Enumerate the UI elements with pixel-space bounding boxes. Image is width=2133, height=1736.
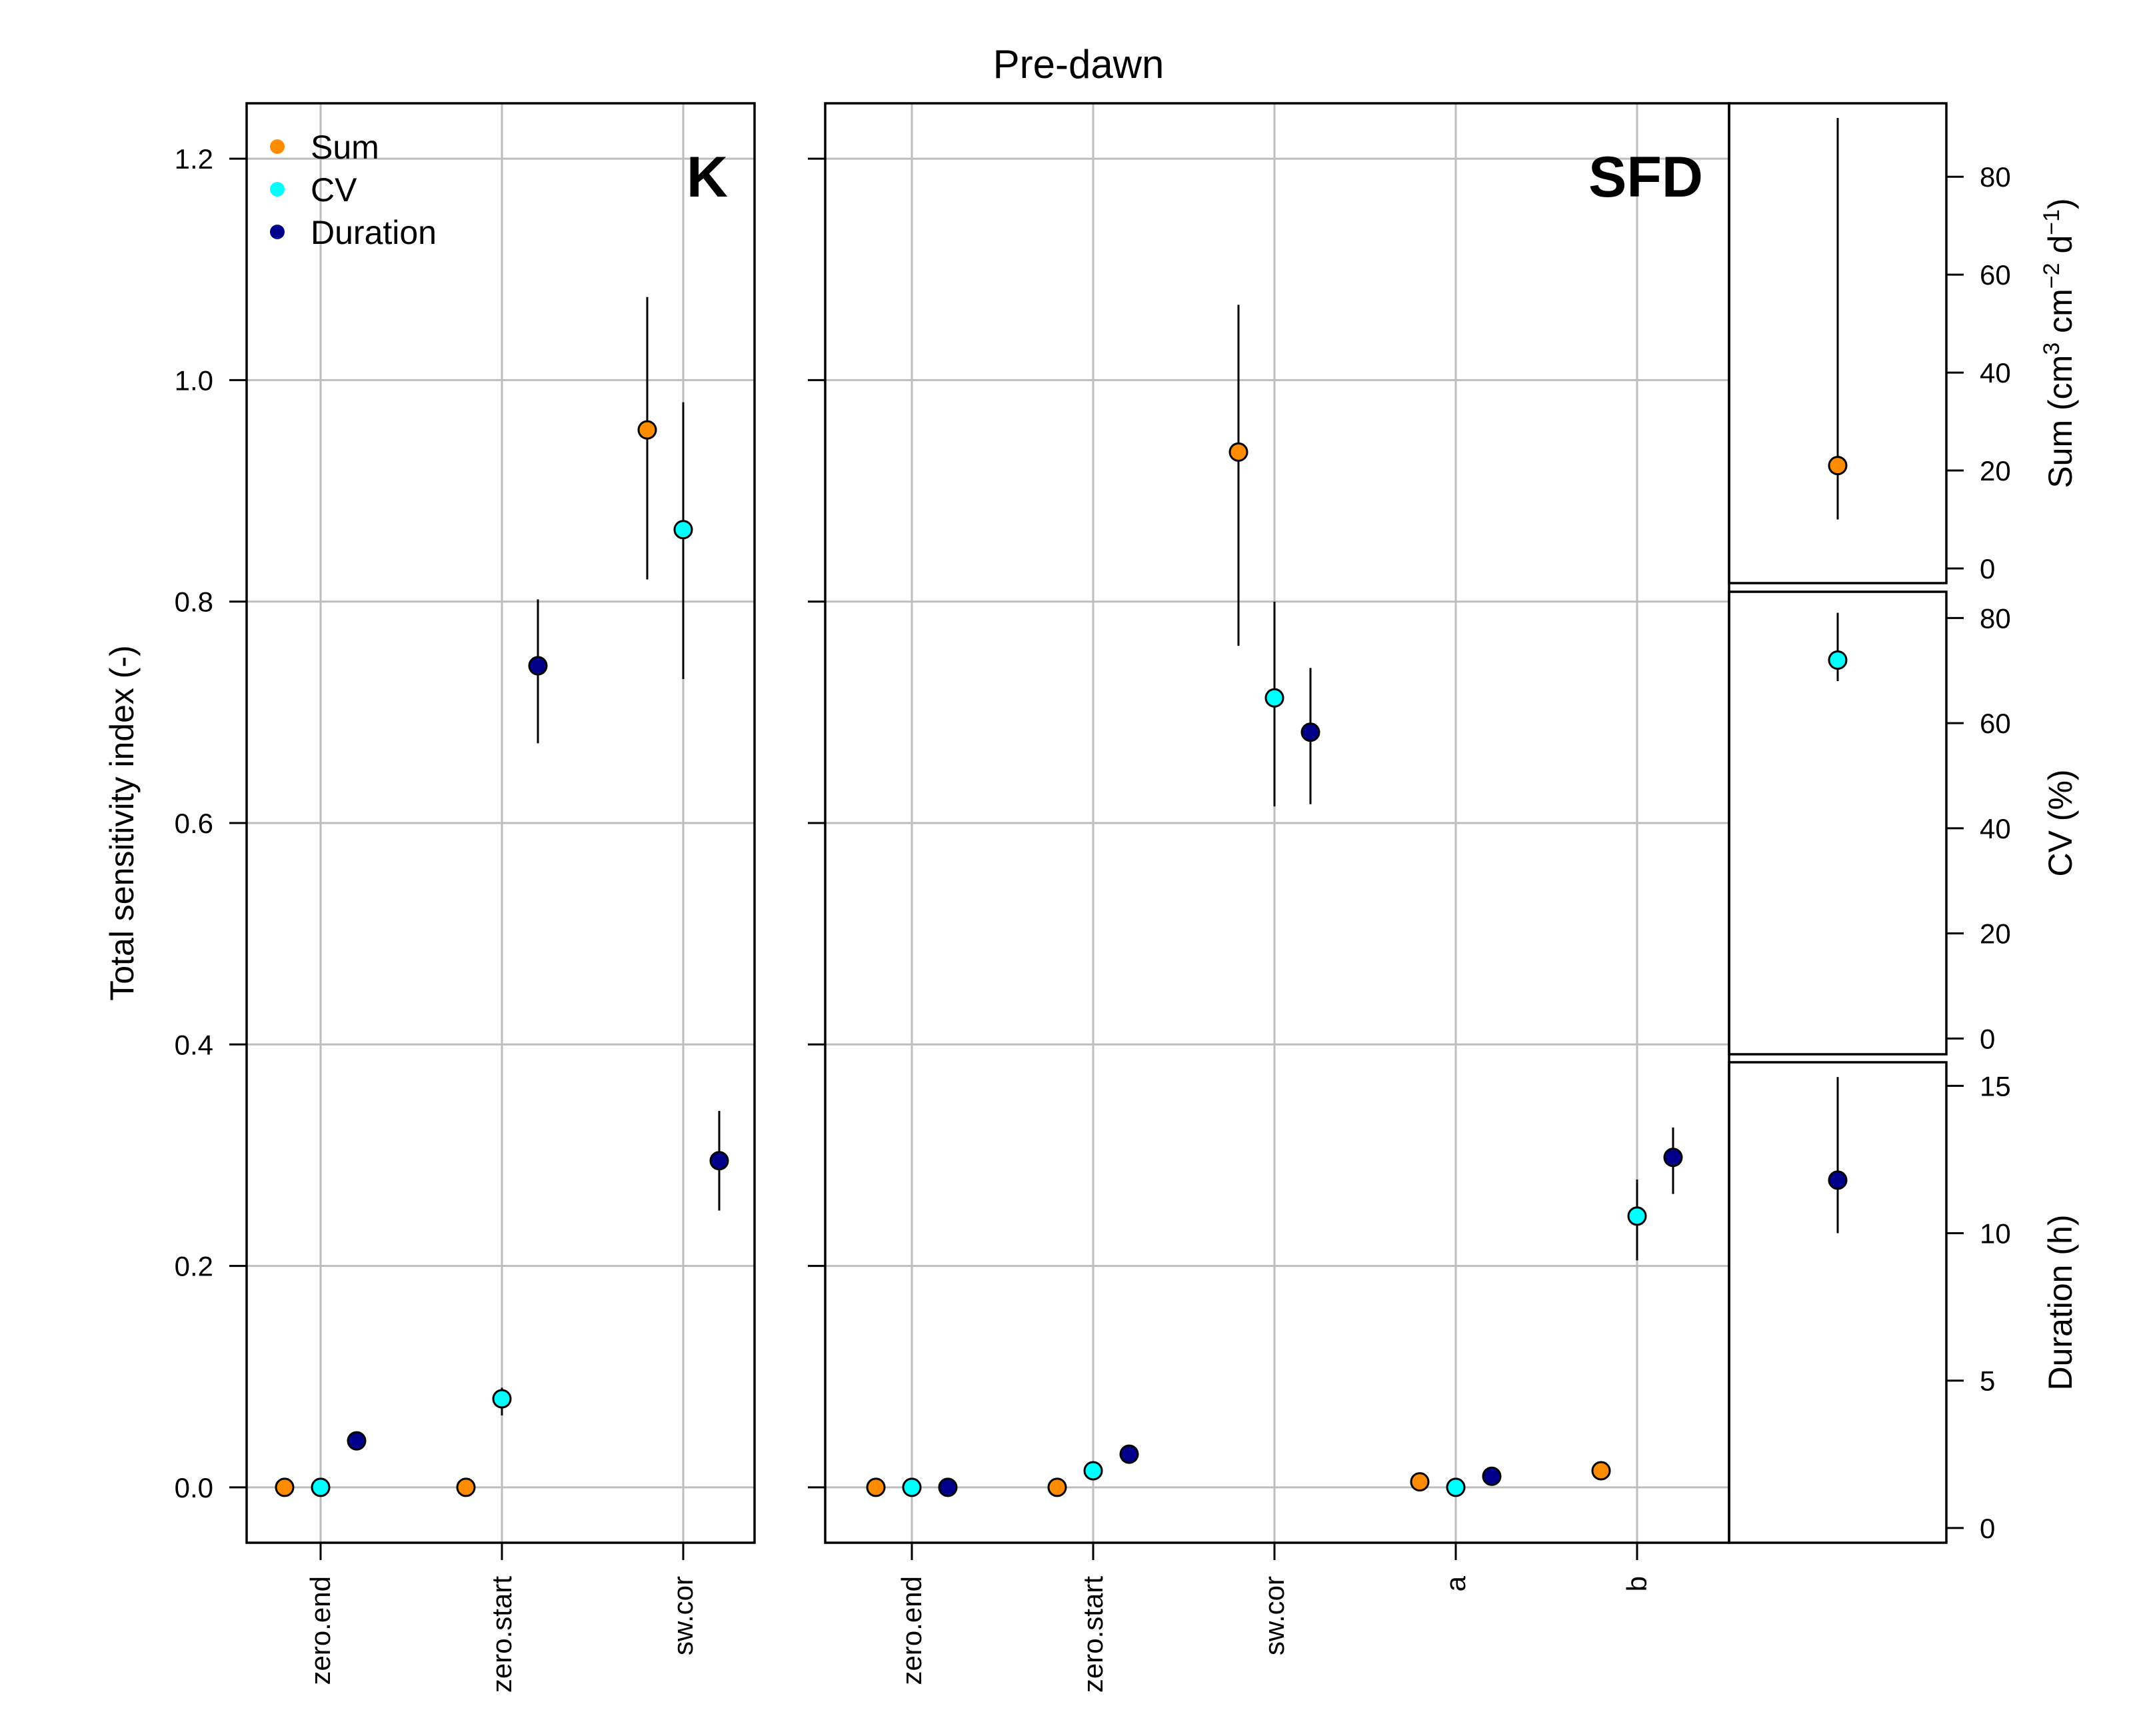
x-tick-label: a <box>1440 1575 1471 1591</box>
duration-panel: 0 5 10 15 Duration (h) <box>1728 1061 2079 1544</box>
cv-panel: 0 20 40 60 80 CV (%) <box>1728 590 2079 1056</box>
y-tick-label: 5 <box>1980 1365 1995 1397</box>
data-point-duration <box>347 1431 367 1451</box>
data-point-cv <box>1264 688 1284 708</box>
y-axis-title: Sum (cm3 cm−2 d−1) <box>2039 198 2079 488</box>
data-point-cv <box>1083 1461 1103 1481</box>
unit-superscript: 3 <box>2039 343 2064 355</box>
data-point-sum <box>1228 442 1248 462</box>
y-axis-title: Duration (h) <box>2042 1215 2079 1391</box>
y-tick-label: 0 <box>1980 1023 1995 1054</box>
y-tick-label: 0.4 <box>175 1029 213 1060</box>
sfd-panel: zero.end zero.start sw.cor a b SFD <box>808 102 1730 1693</box>
panel-frame <box>1728 102 1948 584</box>
unit-superscript: −2 <box>2039 263 2064 289</box>
data-point-cv <box>673 520 693 540</box>
axis-title-part: d <box>2042 235 2079 263</box>
data-point-duration <box>528 656 548 676</box>
legend-label-sum: Sum <box>311 129 379 166</box>
y-axis-title: CV (%) <box>2042 769 2079 876</box>
data-point-cv <box>1627 1206 1647 1226</box>
y-tick-label: 0.0 <box>175 1472 213 1503</box>
panel-frame <box>1728 590 1948 1056</box>
legend-marker-duration <box>270 225 285 239</box>
legend-label-duration: Duration <box>311 214 437 251</box>
chart-title: Pre-dawn <box>993 42 1164 87</box>
panel-label-k: K <box>687 145 728 209</box>
data-point-duration <box>1828 1170 1848 1190</box>
data-point-sum <box>1591 1461 1611 1481</box>
x-tick-label: zero.start <box>486 1576 517 1693</box>
y-tick-label: 10 <box>1980 1218 2011 1250</box>
data-point-cv <box>1828 650 1848 670</box>
y-tick-label: 0.8 <box>175 586 213 618</box>
y-tick-label: 0.2 <box>175 1251 213 1282</box>
data-point-duration <box>1119 1444 1139 1464</box>
data-point-sum <box>1828 456 1848 476</box>
y-tick-label: 60 <box>1980 708 2011 739</box>
data-point-sum <box>456 1477 476 1497</box>
data-point-duration <box>938 1477 958 1497</box>
data-point-sum <box>1410 1472 1430 1492</box>
data-point-sum <box>637 420 657 440</box>
y-tick-label: 0.6 <box>175 808 213 839</box>
y-tick-label: 40 <box>1980 357 2011 389</box>
y-tick-label: 1.2 <box>175 143 213 175</box>
y-tick-label: 0 <box>1980 1513 1995 1544</box>
y-axis-title: Total sensitivity index (-) <box>103 645 141 1001</box>
x-tick-label: zero.end <box>305 1576 336 1685</box>
legend: Sum CV Duration <box>270 129 437 251</box>
y-tick-label: 15 <box>1980 1070 2011 1102</box>
axis-title-part: cm <box>2042 289 2079 343</box>
y-tick-label: 60 <box>1980 259 2011 291</box>
sum-panel: 0 20 40 60 80 Sum (cm3 cm−2 d−1) <box>1728 102 2079 584</box>
x-tick-label: b <box>1621 1576 1652 1591</box>
legend-label-cv: CV <box>311 171 357 209</box>
x-tick-label: sw.cor <box>1258 1576 1290 1655</box>
data-point-sum <box>1047 1477 1067 1497</box>
data-point-sum <box>275 1477 295 1497</box>
data-point-duration <box>1300 722 1320 742</box>
legend-marker-sum <box>270 139 285 154</box>
axis-title-part: ) <box>2042 198 2079 209</box>
k-panel: 0.0 0.2 0.4 0.6 0.8 1.0 1.2 zero.end zero.start s… <box>175 102 756 1693</box>
data-point-cv <box>311 1477 331 1497</box>
y-tick-label: 1.0 <box>175 365 213 396</box>
y-tick-label: 80 <box>1980 602 2011 634</box>
data-point-sum <box>866 1477 886 1497</box>
unit-superscript: −1 <box>2039 209 2064 235</box>
axis-title-part: Sum (cm <box>2042 355 2079 488</box>
panel-frame <box>1728 1061 1948 1544</box>
data-point-cv <box>902 1477 922 1497</box>
data-point-duration <box>1663 1148 1683 1168</box>
panel-label-sfd: SFD <box>1588 145 1703 209</box>
x-tick-label: zero.end <box>896 1576 927 1685</box>
y-tick-label: 80 <box>1980 161 2011 193</box>
y-tick-label: 20 <box>1980 918 2011 950</box>
y-tick-label: 0 <box>1980 553 1995 584</box>
y-tick-label: 20 <box>1980 455 2011 486</box>
data-point-duration <box>709 1151 729 1171</box>
x-tick-label: zero.start <box>1077 1576 1108 1693</box>
data-point-cv <box>1446 1477 1466 1497</box>
legend-marker-cv <box>270 182 285 197</box>
data-point-duration <box>1482 1466 1502 1486</box>
x-tick-label: sw.cor <box>667 1576 699 1655</box>
data-point-cv <box>492 1389 512 1409</box>
y-tick-label: 40 <box>1980 813 2011 844</box>
